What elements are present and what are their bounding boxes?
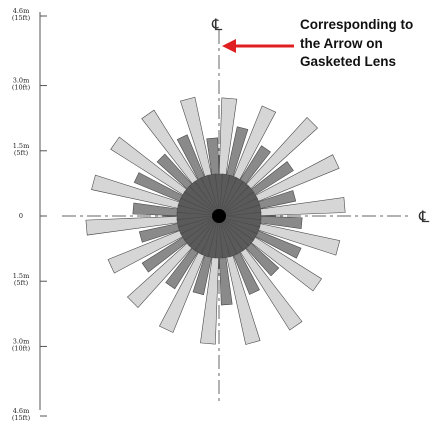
annotation-line-2: the Arrow on bbox=[300, 36, 383, 51]
y-axis-tick-label: 1.5m bbox=[13, 272, 30, 280]
nozzle-center-dot bbox=[212, 209, 226, 223]
y-axis-tick-label: 4.6m bbox=[13, 407, 30, 415]
y-axis-tick-sublabel: (5ft) bbox=[14, 279, 29, 287]
y-axis-tick-sublabel: (15ft) bbox=[12, 414, 31, 421]
centerline-symbol-vertical: ℄ bbox=[211, 15, 223, 34]
y-axis-tick-sublabel: (10ft) bbox=[12, 84, 31, 92]
y-axis-tick-label: 3.0m bbox=[13, 337, 30, 345]
y-axis-tick-sublabel: (10ft) bbox=[12, 344, 31, 352]
annotation-line-1: Corresponding to bbox=[300, 17, 413, 32]
y-axis-tick-sublabel: (15ft) bbox=[12, 14, 31, 22]
y-axis-tick-label: 1.5m bbox=[13, 142, 30, 150]
lens-arrow-annotation bbox=[222, 39, 294, 53]
y-axis-tick-label: 4.6m bbox=[13, 7, 30, 15]
y-axis-ticks: 4.6m(15ft)3.0m(10ft)1.5m(5ft)01.5m(5ft)3… bbox=[12, 7, 47, 421]
y-axis-tick-label: 0 bbox=[19, 212, 23, 220]
red-arrow-head bbox=[222, 39, 236, 53]
y-axis-tick-sublabel: (5ft) bbox=[14, 149, 29, 157]
spray-streams bbox=[85, 96, 346, 345]
annotation-line-3: Gasketed Lens bbox=[300, 54, 396, 69]
centerline-symbol-horizontal: ℄ bbox=[418, 207, 430, 226]
y-axis-tick-label: 3.0m bbox=[13, 77, 30, 85]
